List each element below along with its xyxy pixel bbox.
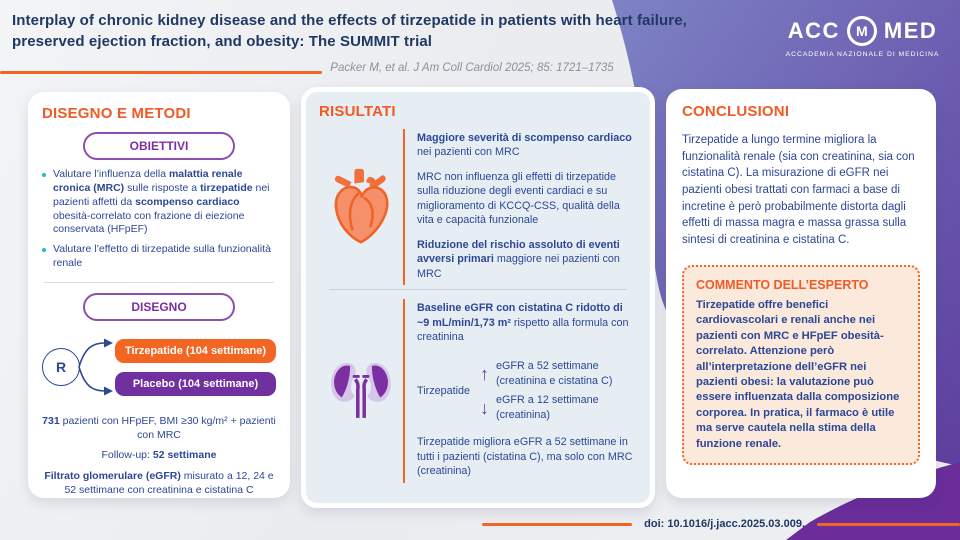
expert-comment-box: COMMENTO DELL’ESPERTO Tirzepatide offre … [682,264,920,466]
result-paragraph: Riduzione del rischio assoluto di eventi… [417,238,620,280]
conclusions-card: CONCLUSIONI Tirzepatide a lungo termine … [666,89,936,498]
objective-item: Valutare l’influenza della malattia rena… [42,168,276,237]
bullet-dot-icon [42,248,46,253]
egfr-effects: Tirzepatide ↑ eGFR a 52 settimane (creat… [417,354,637,427]
page-title: Interplay of chronic kidney disease and … [12,12,687,50]
renal-footnote: Tirzepatide migliora eGFR a 52 settimane… [417,436,633,478]
conclusions-text: Tirzepatide a lungo termine migliora la … [682,134,915,247]
drug-label: Tirzepatide [417,384,471,397]
renal-results-section: Baseline eGFR con cistatina C ridotto di… [319,299,637,483]
arm-tirzepatide: Tirzepatide (104 settimane) [115,338,276,363]
accmed-logo: ACC M MED ACCADEMIA NAZIONALE DI MEDICIN… [775,16,950,58]
conclusions-card-title: CONCLUSIONI [682,103,790,120]
expert-comment-title: COMMENTO DELL’ESPERTO [696,277,869,292]
egfr-effect-text: eGFR a 52 settimane (creatinina e cistat… [496,360,613,387]
results-divider [329,289,627,291]
logo-wordmark: ACC M MED [775,16,950,46]
trial-stats: 731 pazienti con HFpEF, BMI ≥30 kg/m² + … [42,415,276,497]
arm-placebo: Placebo (104 settimane) [115,371,276,396]
egfr-effect-up: ↑ eGFR a 52 settimane (creatinina e cist… [480,359,637,388]
stat-followup: Follow-up: 52 settimane [101,449,217,462]
bullet-dot-icon [42,173,46,177]
logo-monogram-icon: M [846,16,877,46]
design-pill: DISEGNO [83,293,235,322]
results-card-title: RISULTATI [319,103,396,120]
cardiac-results-section: Maggiore severità di scompenso cardiaco … [319,129,637,286]
objective-text: Valutare l’influenza della malattia rena… [53,168,270,236]
title-underline [0,71,322,74]
objective-item: Valutare l’effetto di tirzepatide sulla … [42,243,276,271]
doi-text: doi: 10.1016/j.jacc.2025.03.009. [644,518,805,530]
egfr-effect-list: ↑ eGFR a 52 settimane (creatinina e cist… [480,354,637,427]
stat-egfr-measurement: Filtrato glomerulare (eGFR) misurato a 1… [44,469,274,496]
logo-subtitle: ACCADEMIA NAZIONALE DI MEDICINA [785,51,940,58]
logo-acc-text: ACC [787,18,840,43]
egfr-effect-down: ↓ eGFR a 12 settimane (creatinina) [480,393,637,422]
kidneys-icon [319,299,403,483]
logo-med-text: MED [883,18,938,43]
stat-population: 731 pazienti con HFpEF, BMI ≥30 kg/m² + … [42,415,276,441]
arrow-down-icon: ↓ [480,397,490,418]
result-paragraph: Maggiore severità di scompenso cardiaco … [417,132,632,159]
doi-line-right [817,522,960,526]
heart-icon [319,129,403,285]
randomization-circle: R [42,348,80,387]
result-paragraph: Baseline eGFR con cistatina C ridotto di… [417,302,629,343]
randomization-arrows-icon [78,338,113,396]
section-divider [44,282,274,284]
cardiac-results-text: Maggiore severità di scompenso cardiaco … [403,129,637,286]
objectives-list: Valutare l’influenza della malattia rena… [42,168,276,271]
arrow-up-icon: ↑ [480,363,490,384]
methods-card-title: DISEGNO E METODI [42,105,191,122]
objective-text: Valutare l’effetto di tirzepatide sulla … [53,243,271,270]
result-paragraph: MRC non influenza gli effetti di tirzepa… [417,170,620,227]
trial-arms: Tirzepatide (104 settimane) Placebo (104… [115,338,276,396]
results-card: RISULTATI Maggiore severità di scompenso… [301,87,655,508]
footer: doi: 10.1016/j.jacc.2025.03.009. [482,518,960,530]
citation: Packer M, et al. J Am Coll Cardiol 2025;… [330,62,614,74]
egfr-effect-text: eGFR a 12 settimane (creatinina) [496,394,599,421]
methods-card: DISEGNO E METODI OBIETTIVI Valutare l’in… [28,92,290,498]
objectives-pill: OBIETTIVI [83,132,235,160]
doi-line-left [482,522,633,526]
randomization-diagram: R Tirzepatide (104 settimane) Placebo (1… [42,329,276,405]
expert-comment-text: Tirzepatide offre benefici cardiovascola… [696,298,900,450]
renal-results-text: Baseline eGFR con cistatina C ridotto di… [403,299,637,483]
